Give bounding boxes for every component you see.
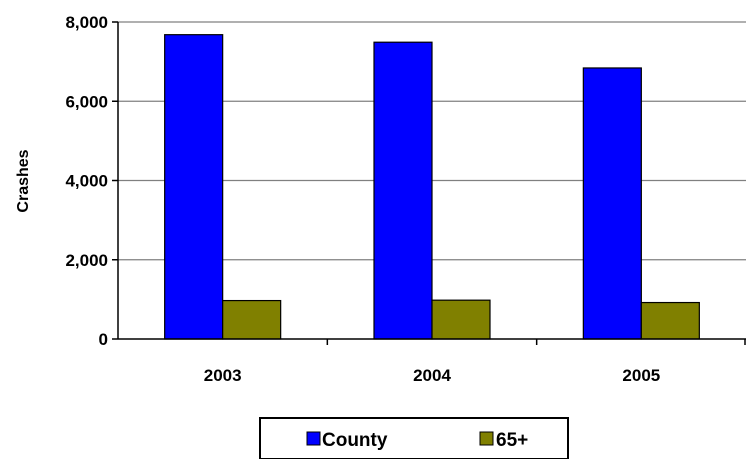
bar-65-2004: [431, 299, 491, 340]
bar-county-2003: [164, 34, 224, 340]
axes: [112, 21, 746, 345]
x-tick-label: 2004: [413, 366, 451, 385]
bars: [164, 34, 700, 340]
y-tick-label: 6,000: [65, 92, 108, 111]
legend-swatch-65plus: [479, 431, 494, 446]
y-tick-labels: 0 2,000 4,000 6,000 8,000: [65, 13, 108, 349]
legend: County 65+: [259, 417, 569, 459]
y-tick-label: 0: [99, 330, 108, 349]
y-tick-label: 4,000: [65, 172, 108, 191]
bar-65-2005: [640, 301, 700, 340]
bar-county-2005: [582, 67, 642, 340]
bar-65-2003: [222, 299, 282, 340]
legend-swatch-county: [306, 431, 321, 446]
legend-label-65plus: 65+: [496, 430, 528, 451]
x-tick-labels: 2003 2004 2005: [204, 366, 660, 385]
legend-label-county: County: [322, 430, 388, 451]
y-tick-label: 8,000: [65, 13, 108, 32]
y-axis-title: Crashes: [15, 149, 32, 212]
x-tick-label: 2003: [204, 366, 242, 385]
bar-county-2004: [373, 41, 433, 340]
y-tick-label: 2,000: [65, 251, 108, 270]
x-tick-label: 2005: [622, 366, 660, 385]
